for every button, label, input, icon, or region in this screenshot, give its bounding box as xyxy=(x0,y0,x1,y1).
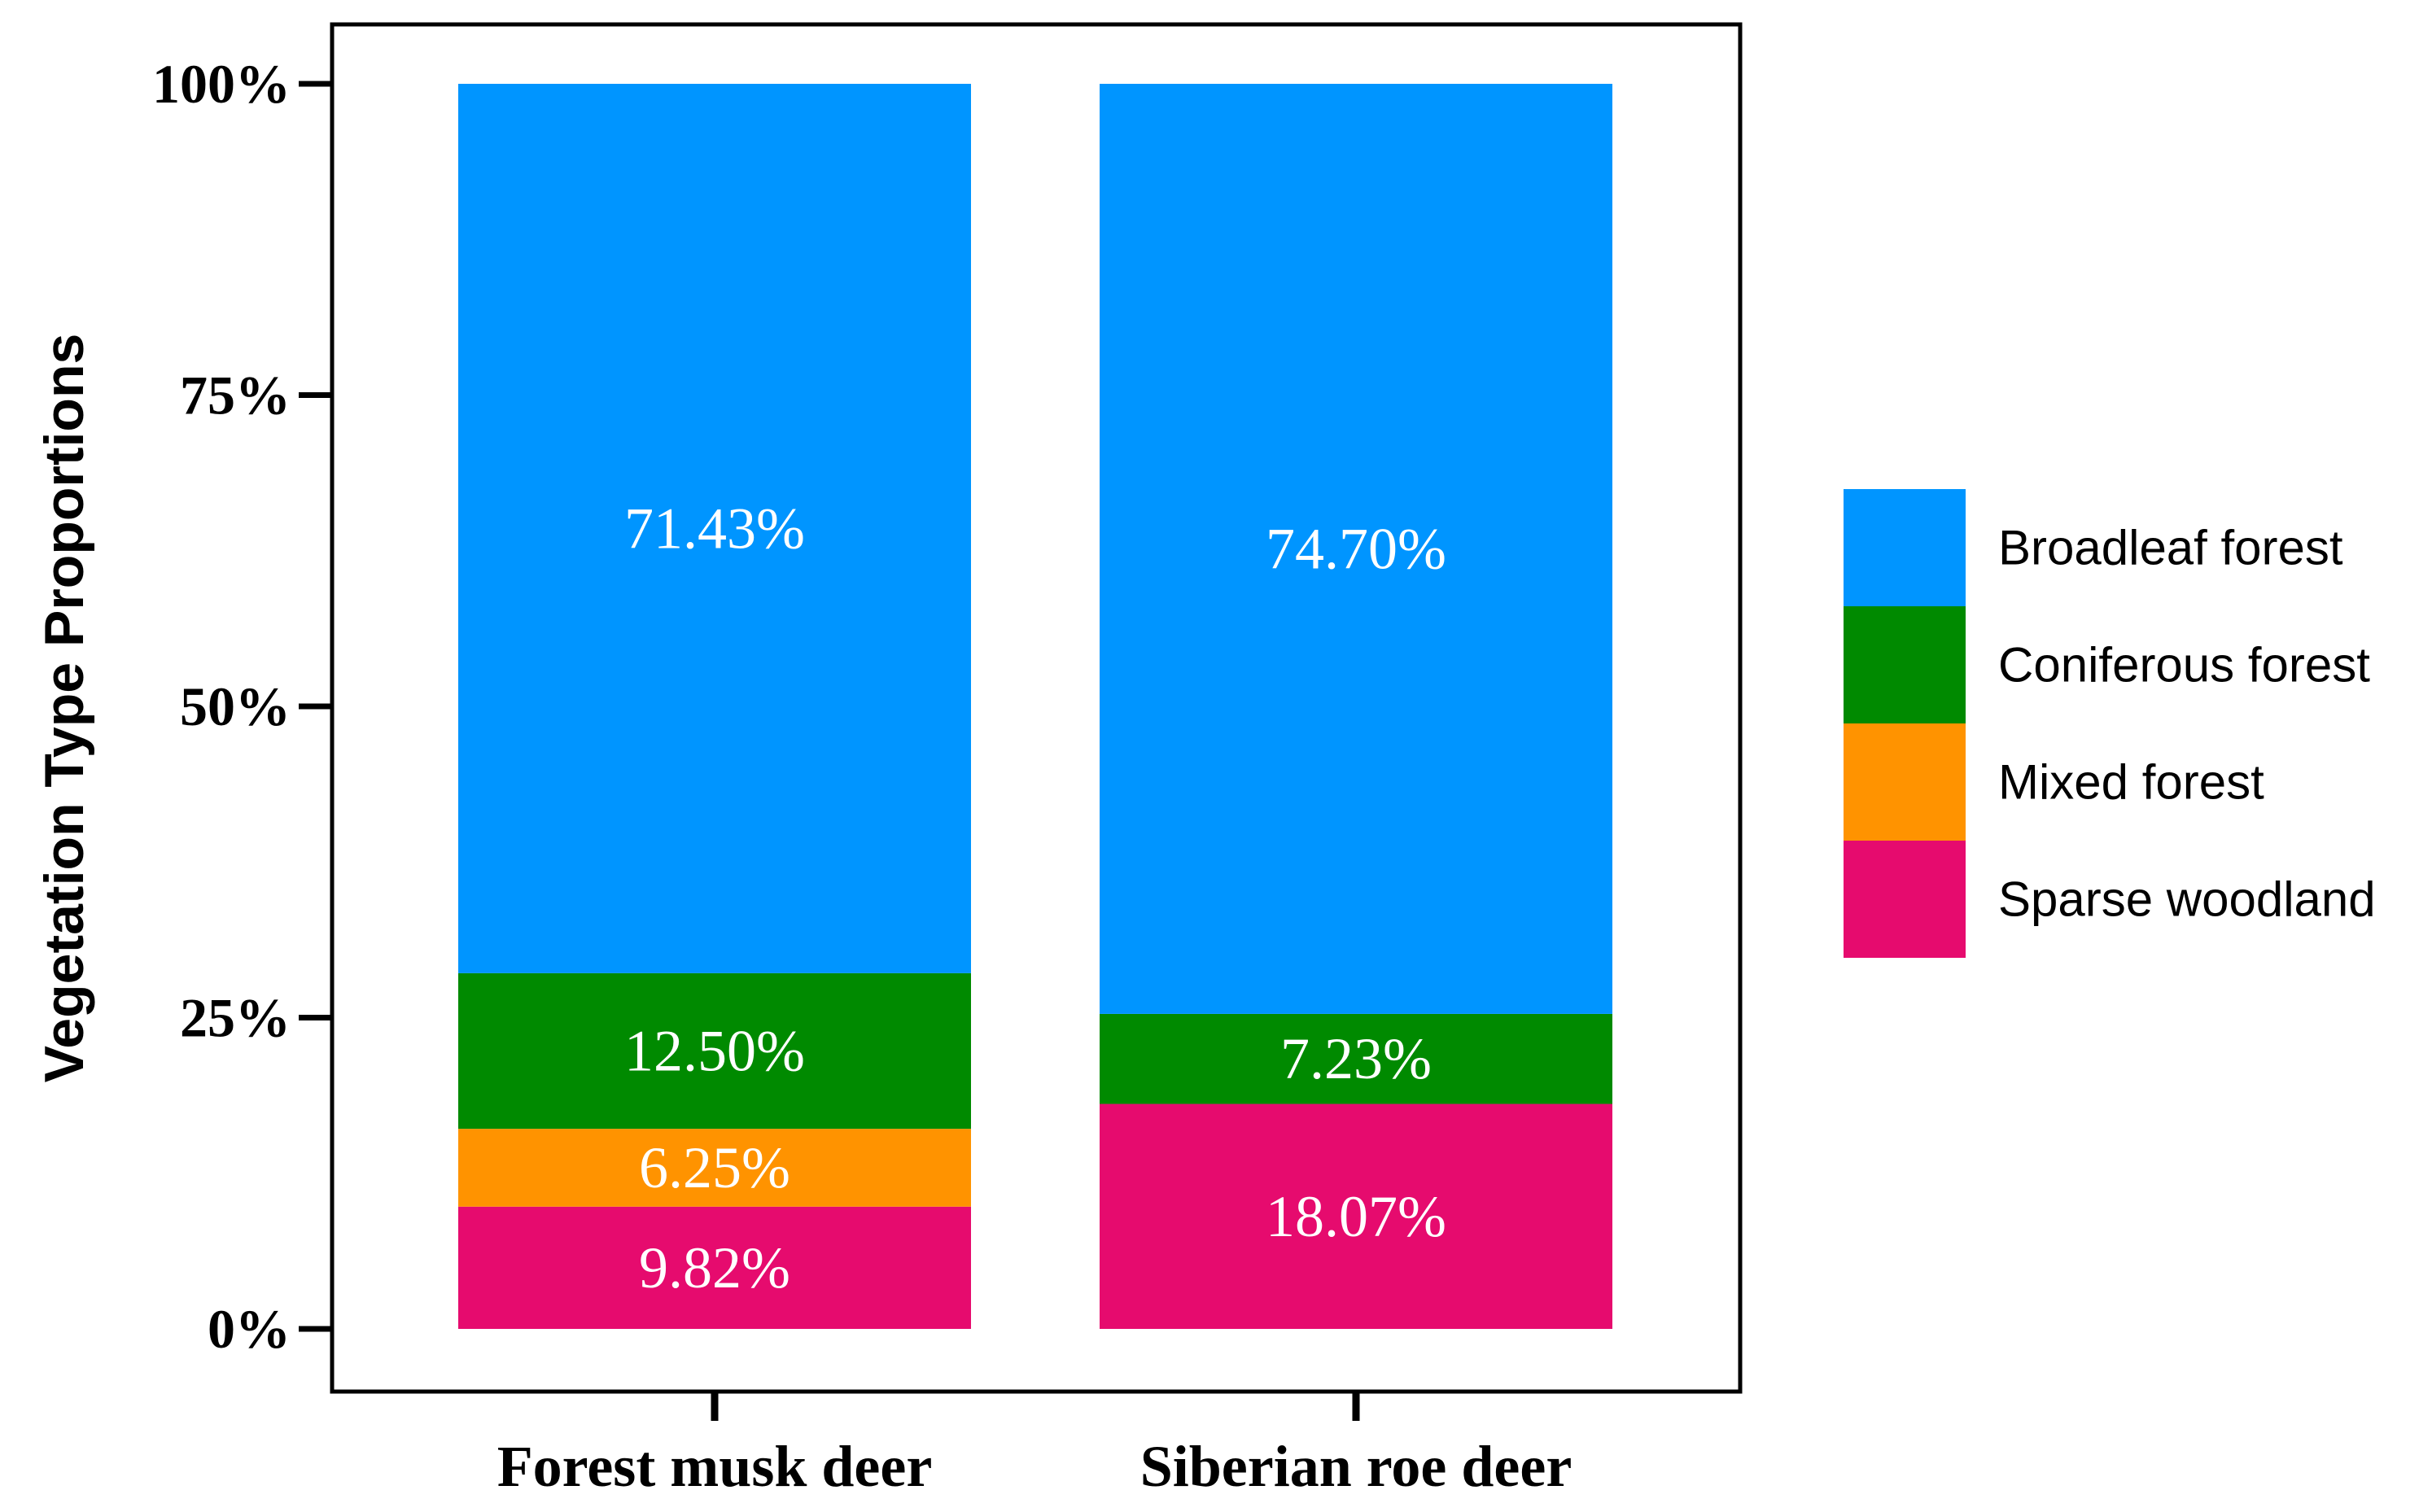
bar-data-label: 7.23% xyxy=(1280,1026,1432,1091)
x-category-label: Siberian roe deer xyxy=(1140,1434,1572,1499)
bar-segment xyxy=(458,84,971,973)
legend: Broadleaf forest Coniferous forest Mixed f… xyxy=(1844,489,2376,958)
legend-swatch xyxy=(1844,723,1966,841)
y-tick-label: 50% xyxy=(180,675,291,737)
bar-data-label: 74.70% xyxy=(1266,516,1446,581)
bar-data-label: 71.43% xyxy=(624,496,805,561)
legend-label: Coniferous forest xyxy=(1998,638,2370,693)
legend-swatch xyxy=(1844,841,1966,958)
bar-data-label: 6.25% xyxy=(639,1135,790,1200)
bars-group: 9.82% 6.25% 12.50% 71.43% 18.07% 7.23% 74.70% xyxy=(458,84,1612,1329)
y-tick-label: 25% xyxy=(180,987,291,1049)
y-tick-label: 75% xyxy=(180,365,291,426)
legend-swatch xyxy=(1844,489,1966,606)
legend-label: Mixed forest xyxy=(1998,755,2264,810)
bar-data-label: 18.07% xyxy=(1266,1184,1446,1249)
legend-swatch xyxy=(1844,606,1966,723)
bar-segment xyxy=(458,1206,971,1329)
y-axis-title: Vegetation Type Proportions xyxy=(33,334,95,1083)
x-axis: Forest musk deer Siberian roe deer xyxy=(497,1392,1572,1499)
bar-segment xyxy=(458,1129,971,1207)
bar-segment xyxy=(1100,84,1612,1014)
bar-data-label: 9.82% xyxy=(639,1235,790,1300)
bar-segment xyxy=(458,972,971,1130)
x-category-label: Forest musk deer xyxy=(497,1434,933,1499)
y-tick-label: 100% xyxy=(152,53,291,115)
legend-label: Broadleaf forest xyxy=(1998,521,2343,575)
bar-segment xyxy=(1100,1013,1612,1104)
legend-label: Sparse woodland xyxy=(1998,872,2376,927)
bar-segment xyxy=(1100,1103,1612,1329)
y-tick-label: 0% xyxy=(208,1298,291,1360)
y-axis: 0% 25% 50% 75% 100% xyxy=(152,53,332,1360)
bar-data-label: 12.50% xyxy=(624,1019,805,1084)
